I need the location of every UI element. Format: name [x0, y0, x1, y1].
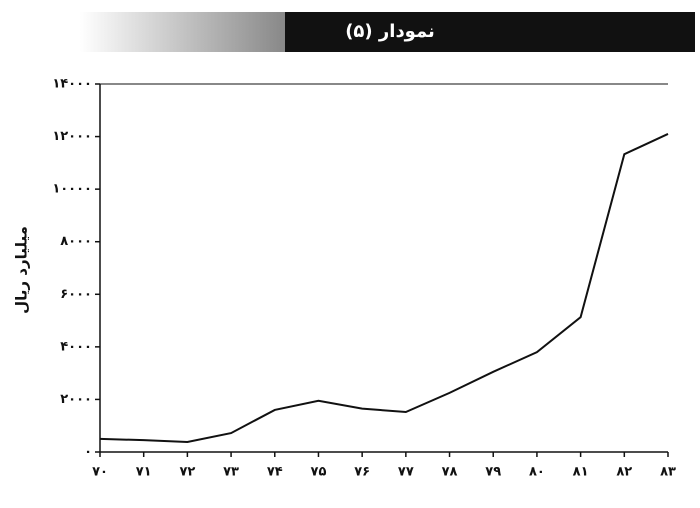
- x-tick-label: ۷۶: [354, 465, 370, 480]
- x-tick-label: ۸۰: [529, 465, 545, 480]
- x-tick-label: ۷۷: [398, 465, 414, 480]
- x-tick-label: ۷۸: [442, 465, 458, 480]
- title-fade: [80, 12, 285, 52]
- x-tick-label: ۷۱: [136, 465, 152, 480]
- y-axis-label: میلیارد ریال: [13, 226, 31, 314]
- y-tick-label: ۶۰۰۰: [60, 287, 92, 302]
- chart-title: نمودار (۵): [345, 21, 435, 42]
- x-tick-label: ۷۵: [311, 465, 327, 480]
- x-tick-label: ۷۴: [267, 465, 283, 480]
- x-tick-label: ۷۲: [179, 465, 195, 480]
- x-tick-label: ۷۹: [485, 465, 501, 480]
- x-tick-label: ۸۱: [573, 465, 589, 480]
- y-tick-label: ۰: [84, 445, 92, 460]
- y-tick-label: ۱۰۰۰۰: [52, 182, 92, 197]
- title-bar: [285, 12, 695, 52]
- y-tick-label: ۴۰۰۰: [60, 339, 92, 354]
- x-tick-label: ۸۲: [616, 465, 632, 480]
- x-tick-label: ۸۳: [660, 465, 676, 480]
- y-tick-label: ۱۲۰۰۰: [52, 129, 92, 144]
- line-series: [99, 133, 669, 444]
- x-tick-label: ۷۰: [92, 465, 108, 480]
- y-tick-label: ۸۰۰۰: [60, 234, 92, 249]
- y-tick-label: ۱۴۰۰۰: [52, 77, 92, 92]
- y-tick-label: ۲۰۰۰: [60, 392, 92, 407]
- x-tick-label: ۷۳: [223, 465, 239, 480]
